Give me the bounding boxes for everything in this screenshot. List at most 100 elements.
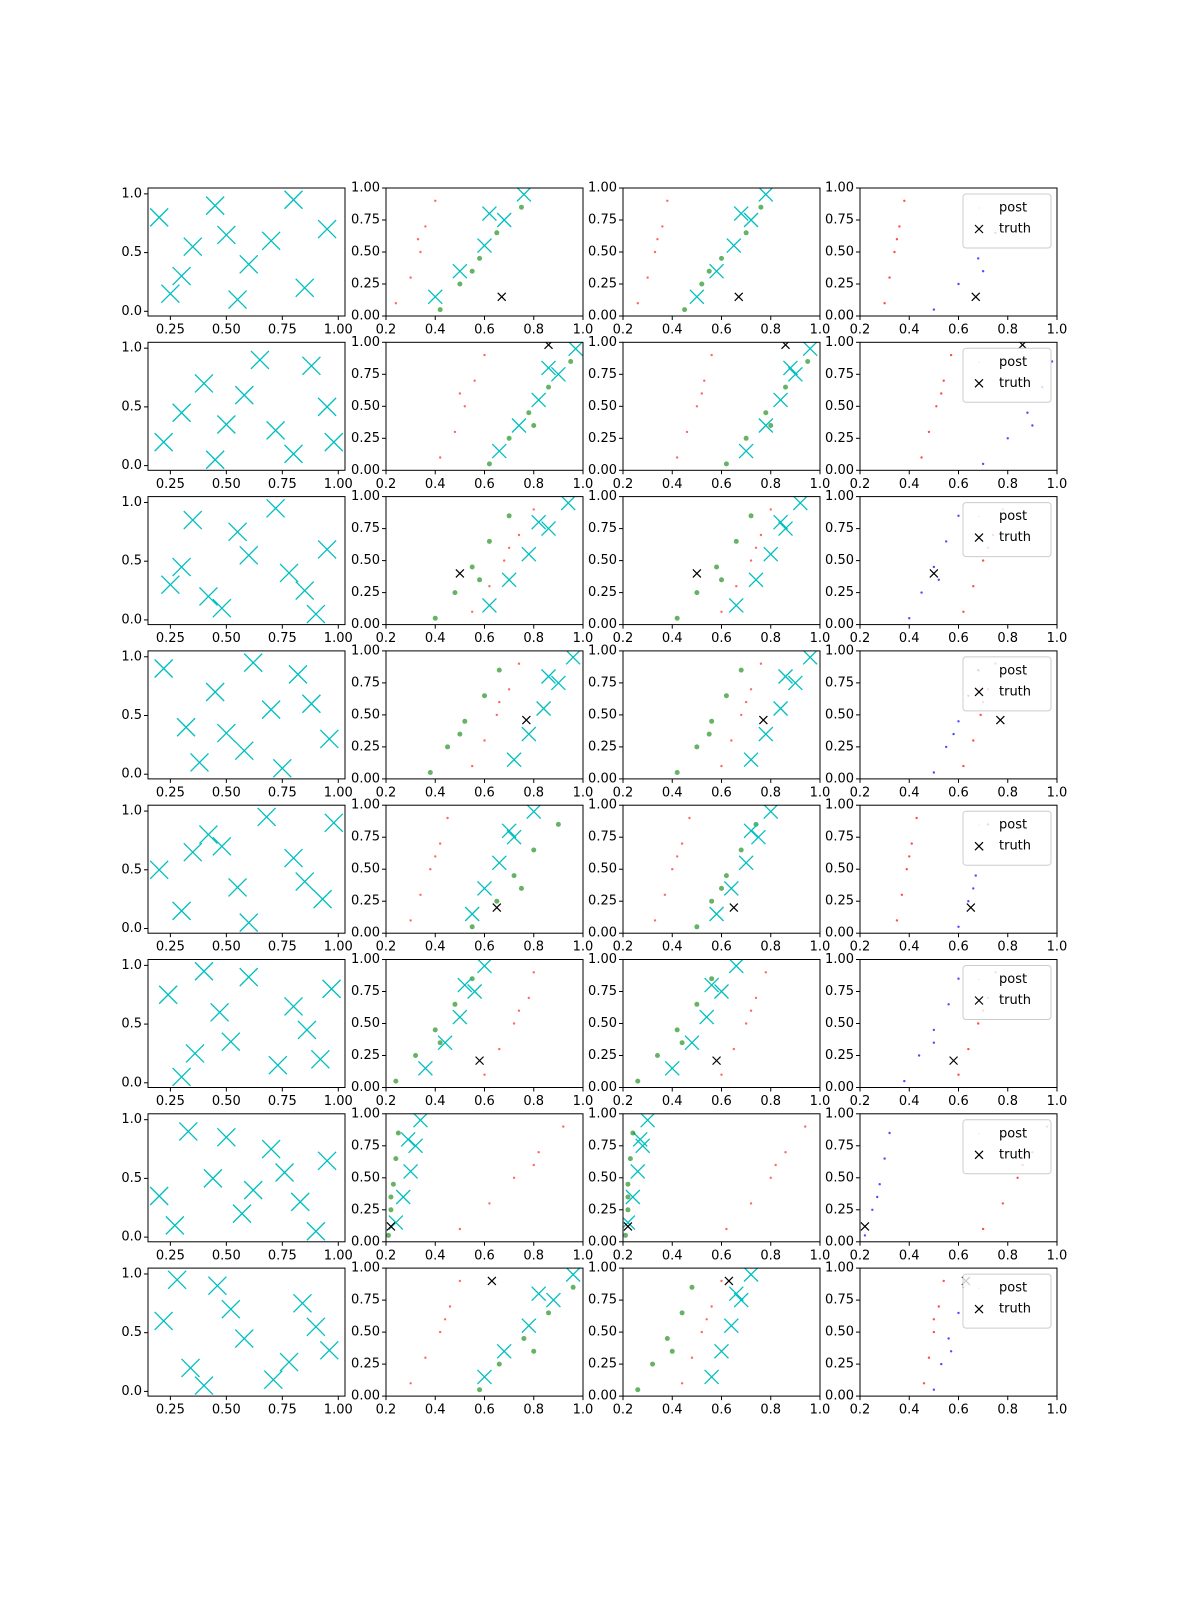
x-tick-label: 0.75 — [268, 940, 297, 955]
x-tick-label: 0.2 — [850, 477, 871, 492]
x-marker — [216, 415, 236, 434]
x-marker — [778, 669, 793, 684]
plot-area — [432, 496, 576, 621]
dot — [661, 225, 664, 228]
x-marker — [261, 231, 281, 251]
dot — [437, 1040, 443, 1046]
y-tick-label: 1.00 — [351, 952, 380, 967]
x-marker — [413, 1113, 428, 1128]
dot — [749, 688, 753, 691]
dot — [915, 816, 918, 820]
y-tick-label: 1.00 — [351, 489, 380, 504]
x-tick-label: 0.8 — [997, 1248, 1018, 1263]
dot — [932, 1318, 936, 1321]
x-marker — [541, 360, 556, 376]
dot — [625, 1194, 631, 1200]
legend-label: truth — [999, 1302, 1031, 1317]
dot — [957, 514, 960, 517]
x-marker — [733, 1292, 749, 1308]
dot — [908, 855, 911, 858]
x-marker — [714, 984, 729, 999]
y-tick-label: 0.75 — [588, 675, 617, 690]
dot — [690, 1356, 694, 1359]
x-marker — [266, 420, 286, 440]
y-tick-label: 0.50 — [825, 707, 854, 722]
x-tick-label: 1.0 — [1047, 785, 1068, 800]
x-marker — [802, 342, 818, 357]
subplot: 0.2 0.4 0.6 0.8 1.0 0.00 0.25 0.50 0.75 1.00 — [351, 181, 593, 338]
x-tick-label: 0.2 — [850, 323, 871, 338]
x-tick-label: 0.6 — [711, 1248, 732, 1263]
subplot: 0.2 0.4 0.6 0.8 1.0 0.00 0.25 0.50 0.75 1.00 post t… — [825, 489, 1067, 646]
x-marker — [734, 292, 744, 302]
dot — [434, 855, 437, 858]
dot — [473, 379, 476, 382]
y-tick-label: 0.75 — [588, 830, 617, 845]
x-tick-label: 0.8 — [760, 477, 781, 492]
x-marker — [743, 752, 759, 768]
x-tick-label: 0.25 — [156, 631, 185, 646]
y-tick-label: 1.0 — [121, 341, 142, 356]
y-tick-label: 0.25 — [825, 431, 854, 446]
x-marker — [506, 752, 522, 768]
x-tick-label: 0.4 — [425, 785, 446, 800]
x-marker — [317, 397, 337, 417]
y-tick-label: 0.75 — [588, 1138, 617, 1153]
y-tick-label: 0.25 — [351, 431, 380, 446]
y-tick-label: 0.00 — [588, 771, 617, 786]
x-marker — [288, 664, 308, 684]
x-tick-label: 0.4 — [662, 323, 683, 338]
x-tick-label: 0.6 — [948, 785, 969, 800]
x-marker — [239, 967, 259, 987]
dot — [434, 199, 437, 202]
legend-label: truth — [999, 530, 1031, 545]
x-tick-label: 0.8 — [760, 323, 781, 338]
y-tick-label: 0.75 — [588, 1293, 617, 1308]
plot-area — [394, 188, 532, 313]
x-marker — [728, 1286, 744, 1302]
x-marker — [172, 557, 192, 577]
dot — [947, 1003, 950, 1006]
legend-box — [962, 965, 1052, 1020]
x-marker — [167, 1270, 187, 1290]
y-tick-label: 0.00 — [351, 771, 380, 786]
y-tick-label: 0.0 — [121, 458, 142, 473]
plot-area — [393, 959, 535, 1084]
x-marker — [521, 546, 537, 562]
x-marker — [728, 597, 744, 613]
dot — [477, 255, 483, 261]
x-marker — [263, 1370, 283, 1390]
legend: post truth — [962, 810, 1052, 866]
x-tick-label: 0.6 — [948, 477, 969, 492]
y-tick-label: 0.0 — [121, 304, 142, 319]
x-marker — [149, 860, 169, 880]
dot — [972, 739, 975, 742]
y-tick-label: 1.00 — [825, 1106, 854, 1121]
dot — [656, 238, 659, 241]
x-tick-label: 0.8 — [523, 631, 544, 646]
legend-marker — [974, 1304, 984, 1314]
x-tick-label: 0.6 — [474, 1403, 495, 1418]
dot — [531, 847, 537, 853]
dot — [627, 1156, 633, 1162]
dot — [675, 855, 679, 858]
dot — [432, 615, 438, 621]
legend-label: post — [999, 509, 1027, 524]
x-marker — [501, 572, 517, 588]
dot — [546, 384, 552, 390]
x-marker — [544, 342, 553, 350]
dot — [932, 1330, 936, 1334]
x-tick-label: 1.0 — [1047, 631, 1068, 646]
x-marker — [322, 979, 342, 999]
subplot: 0.2 0.4 0.6 0.8 1.0 0.00 0.25 0.50 0.75 1.00 post t… — [825, 1106, 1067, 1263]
dot — [898, 225, 901, 228]
y-tick-label: 0.50 — [351, 399, 380, 414]
x-tick-label: 1.0 — [573, 1094, 594, 1109]
x-tick-label: 0.8 — [523, 477, 544, 492]
dot — [625, 1207, 631, 1213]
x-marker — [743, 1268, 759, 1282]
x-marker — [758, 418, 774, 433]
plot-area — [149, 1121, 337, 1241]
y-tick-label: 0.50 — [351, 862, 380, 877]
dot — [511, 873, 517, 879]
